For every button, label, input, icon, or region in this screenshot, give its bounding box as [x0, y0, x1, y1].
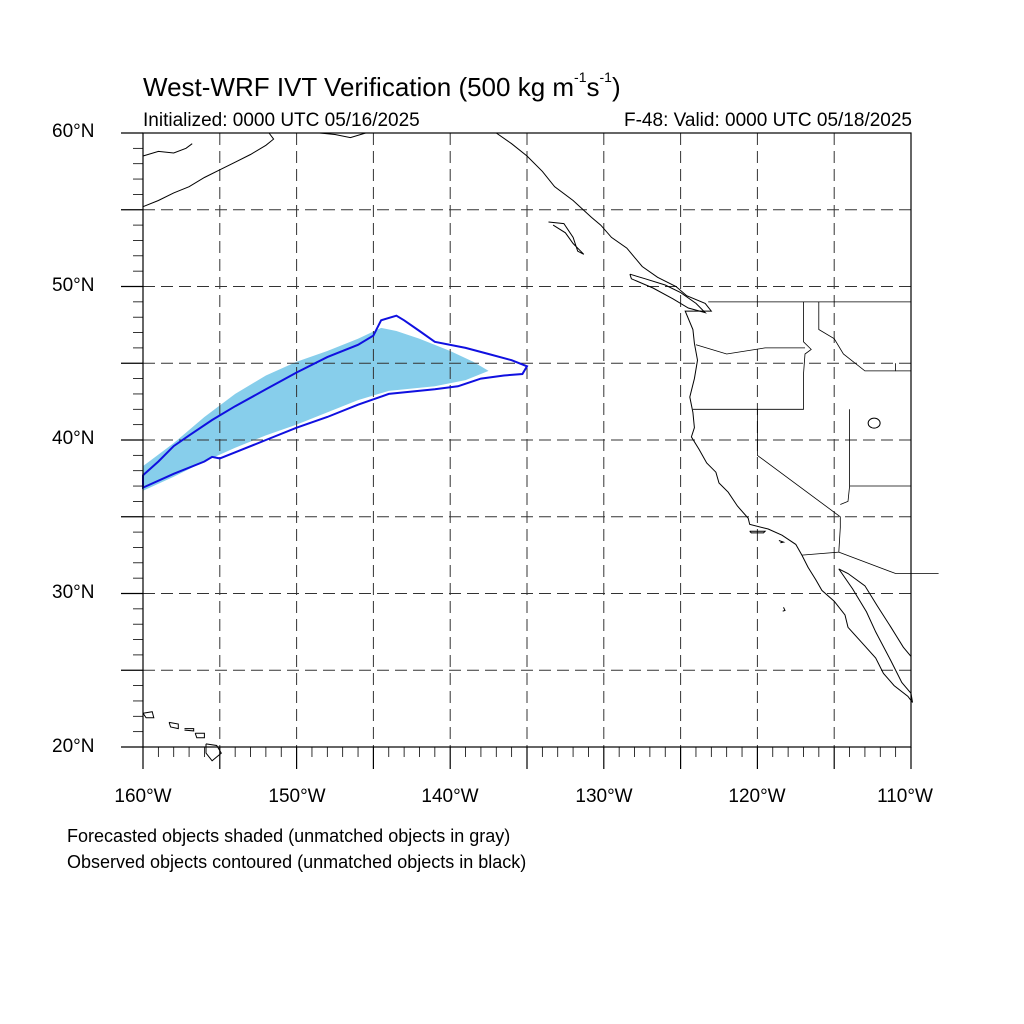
forecast-ivt-object	[143, 327, 489, 491]
note-forecast: Forecasted objects shaded (unmatched obj…	[67, 826, 511, 846]
lon-label-140w: 140°W	[421, 786, 479, 807]
island-outline	[168, 721, 179, 730]
forecast-object-layer	[143, 327, 489, 491]
coastline	[142, 143, 193, 157]
lat-label-40n: 40°N	[52, 428, 95, 449]
boundary-line	[757, 409, 841, 556]
coastline	[319, 132, 366, 139]
lon-label-130w: 130°W	[575, 786, 633, 807]
island-outline	[778, 540, 786, 544]
map-title: West-WRF IVT Verification (500 kg m-1s-1…	[143, 69, 621, 102]
observed-object-layer	[142, 314, 529, 490]
coastline-layer	[142, 132, 939, 762]
grid-layer	[143, 133, 911, 747]
boundary-line	[692, 301, 812, 410]
lat-label-60n: 60°N	[52, 121, 95, 142]
note-observed: Observed objects contoured (unmatched ob…	[67, 852, 527, 872]
initialized-label: Initialized: 0000 UTC 05/16/2025	[143, 110, 420, 131]
great-salt-lake-outline	[867, 417, 881, 429]
boundary-line	[838, 551, 939, 574]
island-outline	[142, 711, 155, 719]
coastline	[629, 273, 707, 314]
lon-label-120w: 120°W	[728, 786, 786, 807]
tick-layer	[121, 132, 912, 769]
lon-label-160w: 160°W	[114, 786, 172, 807]
coastline	[496, 132, 913, 703]
coastline	[142, 132, 275, 208]
boundary-line	[695, 344, 805, 355]
boundary-line	[895, 363, 911, 372]
map-frame	[142, 132, 912, 748]
lat-label-50n: 50°N	[52, 275, 95, 296]
boundary-line	[840, 409, 850, 505]
lat-label-20n: 20°N	[52, 736, 95, 757]
coastline	[548, 221, 585, 255]
observed-ivt-contour	[142, 314, 529, 490]
lon-label-110w: 110°W	[877, 786, 933, 807]
island-outline	[749, 530, 767, 534]
island-outline	[205, 743, 222, 762]
boundary-line	[818, 301, 896, 372]
island-outline	[194, 732, 205, 739]
lon-label-150w: 150°W	[268, 786, 326, 807]
island-outline	[184, 728, 195, 732]
lat-label-30n: 30°N	[52, 582, 95, 603]
island-outline	[782, 607, 786, 612]
valid-label: F-48: Valid: 0000 UTC 05/18/2025	[624, 110, 912, 131]
